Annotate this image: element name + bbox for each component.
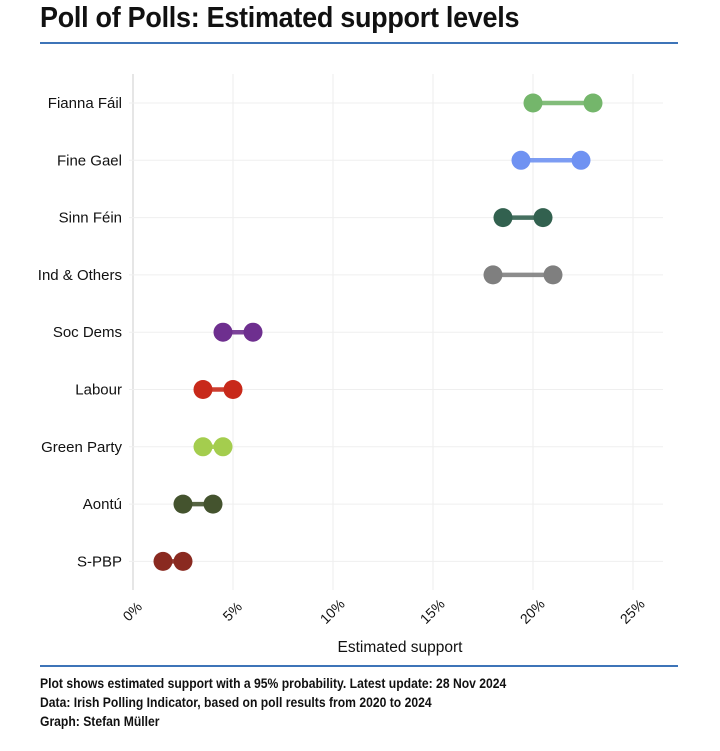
interval-low-point <box>213 322 233 342</box>
y-tick-label: Fianna Fáil <box>48 95 122 112</box>
interval-low-point <box>493 208 513 228</box>
footer-notes: Plot shows estimated support with a 95% … <box>40 674 506 731</box>
interval-high-point <box>223 380 243 399</box>
y-tick-label: Soc Dems <box>53 324 122 341</box>
interval-high-point <box>243 322 263 342</box>
interval-low-point <box>193 437 213 457</box>
footer-note-probability: Plot shows estimated support with a 95% … <box>40 676 507 691</box>
interval-high-point <box>203 494 223 514</box>
y-tick-label: Aontú <box>83 496 122 513</box>
interval-low-point <box>483 265 503 285</box>
footer-divider <box>40 665 678 667</box>
footer-note-data-source: Data: Irish Polling Indicator, based on … <box>40 695 432 710</box>
footer-note-author: Graph: Stefan Müller <box>40 714 160 729</box>
interval-high-point <box>173 551 193 571</box>
y-tick-label: Ind & Others <box>38 267 122 284</box>
interval-low-point <box>153 551 173 571</box>
y-tick-label: Labour <box>75 382 122 399</box>
interval-high-point <box>543 265 563 285</box>
dumbbell-chart: Fianna Fáil Fine Gael Sinn Féin Ind & Other… <box>38 74 663 656</box>
interval-high-point <box>583 93 603 113</box>
y-tick-label: Sinn Féin <box>59 210 122 227</box>
x-tick-label: 10% <box>317 596 348 627</box>
x-tick-label: 5% <box>219 598 245 624</box>
x-axis: 0% 5% 10% 15% 20% 25% <box>119 596 647 627</box>
y-axis: Fianna Fáil Fine Gael Sinn Féin Ind & Other… <box>38 95 123 570</box>
y-tick-label: S-PBP <box>77 553 122 570</box>
x-tick-label: 0% <box>119 598 145 624</box>
title-divider <box>40 42 678 44</box>
x-tick-label: 25% <box>617 596 648 627</box>
interval-high-point <box>571 150 591 170</box>
x-axis-label: Estimated support <box>338 639 464 656</box>
interval-low-point <box>173 494 193 514</box>
dumbbell-marks <box>153 93 603 571</box>
y-tick-label: Green Party <box>41 439 122 456</box>
x-tick-label: 20% <box>517 596 548 627</box>
chart-title: Poll of Polls: Estimated support levels <box>40 2 520 34</box>
x-tick-label: 15% <box>417 596 448 627</box>
interval-low-point <box>511 150 531 170</box>
interval-high-point <box>533 208 553 228</box>
interval-high-point <box>213 437 233 457</box>
interval-low-point <box>193 380 213 399</box>
y-tick-label: Fine Gael <box>57 152 122 169</box>
interval-low-point <box>523 93 543 113</box>
